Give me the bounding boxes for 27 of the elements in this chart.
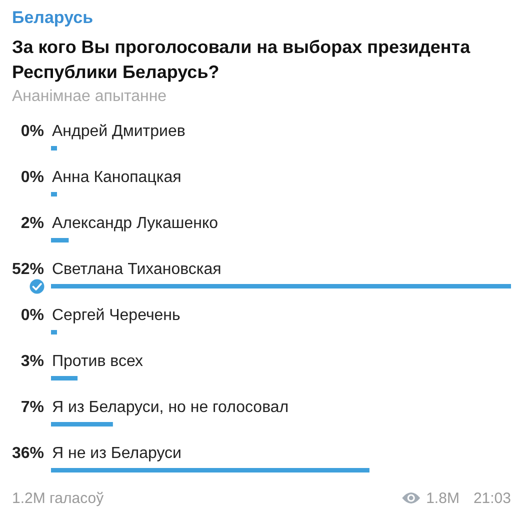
data-label: 2%: [20, 215, 44, 232]
data-label: 0%: [20, 169, 44, 186]
text: 1.8M: [426, 490, 460, 507]
y-tick-label: Светлана Тихановская: [52, 261, 222, 278]
data-label: 36%: [12, 445, 44, 462]
chart-title: За кого Вы проголосовали на выборах президента Республики Беларусь?: [12, 37, 472, 82]
data-label: 7%: [20, 399, 44, 416]
text: 21:03: [473, 490, 511, 507]
bar: [51, 422, 113, 426]
data-label: 0%: [20, 123, 44, 140]
data-label: 52%: [12, 261, 44, 278]
y-tick-label: Я из Беларуси, но не голосовал: [52, 399, 289, 416]
bar: [51, 238, 69, 242]
y-tick-label: Анна Канопацкая: [52, 169, 182, 186]
data-label: 3%: [20, 353, 44, 370]
y-tick-label: Александр Лукашенко: [52, 215, 218, 232]
y-tick-label: Андрей Дмитриев: [52, 123, 186, 140]
data-label: 0%: [20, 307, 44, 324]
y-tick-label: Я не из Беларуси: [52, 445, 182, 462]
text: Беларусь: [12, 8, 94, 27]
chart-subtitle: Ананімнае апытанне: [12, 88, 167, 105]
bar: [51, 376, 78, 380]
text: 1.2M галасоў: [12, 490, 104, 507]
bar: [51, 468, 370, 472]
y-tick-label: Против всех: [52, 353, 144, 370]
y-tick-label: Сергей Черечень: [52, 307, 180, 324]
bar: [51, 284, 511, 288]
